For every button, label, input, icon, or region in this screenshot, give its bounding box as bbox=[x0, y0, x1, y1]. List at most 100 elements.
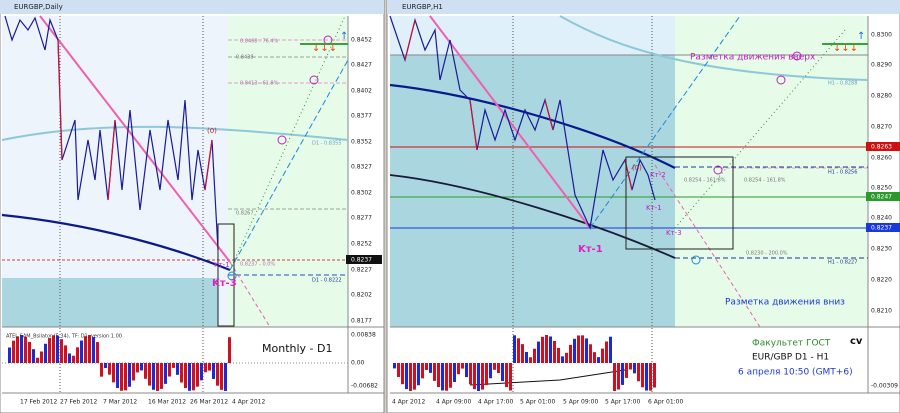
histogram-bar bbox=[485, 363, 488, 386]
histogram-bar bbox=[152, 363, 155, 390]
price-label: 0.8263 bbox=[871, 144, 892, 151]
histogram-bar bbox=[124, 363, 127, 391]
annotation: Monthly - D1 bbox=[262, 342, 332, 355]
date-label: 6 Apr 01:00 bbox=[648, 399, 683, 406]
price-label: 0.8290 bbox=[871, 62, 892, 69]
svg-text:↑: ↑ bbox=[857, 31, 865, 42]
histogram-bar bbox=[453, 363, 456, 382]
histogram-bar bbox=[413, 363, 416, 390]
histogram-bar bbox=[92, 337, 95, 363]
price-label: 0.8252 bbox=[351, 241, 372, 248]
histogram-bar bbox=[641, 363, 644, 388]
svg-text:↓↓↓: ↓↓↓ bbox=[833, 43, 858, 54]
histogram-bar bbox=[212, 363, 215, 379]
histogram-bar bbox=[96, 342, 99, 363]
annotation: (0) bbox=[632, 164, 642, 172]
price-label: 0.8300 bbox=[871, 32, 892, 39]
histogram-bar bbox=[48, 338, 51, 363]
histogram-bar bbox=[128, 363, 131, 387]
histogram-bar bbox=[513, 335, 516, 363]
price-label: 0.8210 bbox=[871, 308, 892, 315]
annotation: cv bbox=[850, 336, 863, 347]
price-label: 0.8377 bbox=[351, 113, 372, 120]
histogram-bar bbox=[196, 363, 199, 387]
histogram-bar bbox=[397, 363, 400, 377]
annotation: Kт-1 bbox=[578, 244, 603, 255]
price-label: 0.8327 bbox=[351, 164, 372, 171]
histogram-bar bbox=[405, 363, 408, 390]
histogram-bar bbox=[445, 363, 448, 391]
histogram-bar bbox=[481, 363, 484, 390]
price-label: 0.8250 bbox=[871, 185, 892, 192]
annotation: ATEL.SAM_Bsilator (5.34), TF: D1, versio… bbox=[6, 334, 122, 340]
histogram-bar bbox=[116, 363, 119, 388]
histogram-bar bbox=[72, 355, 75, 363]
date-label: 4 Apr 2012 bbox=[392, 399, 425, 406]
histogram-bar bbox=[649, 363, 652, 391]
histogram-bar bbox=[601, 348, 604, 363]
price-label: 0.8352 bbox=[351, 139, 372, 146]
histogram-bar bbox=[593, 352, 596, 363]
histogram-bar bbox=[581, 335, 584, 363]
histogram-bar bbox=[160, 363, 163, 389]
histogram-bar bbox=[621, 363, 624, 385]
price-label: 0.8237 bbox=[351, 257, 372, 264]
histogram-bar bbox=[176, 363, 179, 375]
svg-text:↓↓↓: ↓↓↓ bbox=[312, 43, 337, 54]
window-title: EURGBP,Daily bbox=[14, 3, 63, 11]
histogram-bar bbox=[505, 363, 508, 388]
window-title: EURGBP,H1 bbox=[402, 3, 443, 11]
histogram-bar bbox=[441, 363, 444, 391]
annotation: 0.8254 - 161.8% bbox=[684, 178, 726, 184]
histogram-bar bbox=[104, 363, 107, 369]
histogram-bar bbox=[541, 336, 544, 363]
histogram-bar bbox=[433, 363, 436, 381]
histogram-bar bbox=[545, 335, 548, 363]
date-label: 17 Feb 2012 bbox=[20, 399, 58, 406]
histogram-bar bbox=[100, 363, 103, 377]
histogram-bar bbox=[148, 363, 151, 386]
histogram-bar bbox=[16, 336, 19, 363]
histogram-bar bbox=[553, 340, 556, 363]
right-window: ↓↓↓ ↑ bbox=[386, 0, 900, 413]
annotation: Kт-2 bbox=[650, 171, 666, 179]
price-label: 0.8280 bbox=[871, 93, 892, 100]
price-label: 0.8177 bbox=[351, 318, 372, 325]
histogram-bar bbox=[200, 363, 203, 381]
histogram-bar bbox=[417, 363, 420, 386]
histogram-bar bbox=[12, 340, 15, 363]
annotation: 6 апреля 10:50 (GMT+6) bbox=[738, 368, 853, 378]
price-label: 0.8270 bbox=[871, 124, 892, 131]
annotation: 0.8468 - 76.4% bbox=[240, 39, 279, 45]
histogram-bar bbox=[80, 340, 83, 363]
date-label: 16 Mar 2012 bbox=[148, 399, 186, 406]
histogram-bar bbox=[44, 343, 47, 363]
annotation: EUR/GBP D1 - H1 bbox=[752, 353, 829, 363]
histogram-bar bbox=[208, 363, 211, 371]
indicator-label: -0.00682 bbox=[351, 383, 378, 390]
histogram-bar bbox=[437, 363, 440, 388]
annotation: H1 - 0.8288 bbox=[828, 81, 857, 87]
histogram-bar bbox=[401, 363, 404, 385]
histogram-bar bbox=[561, 356, 564, 363]
histogram-bar bbox=[108, 363, 111, 375]
histogram-bar bbox=[521, 344, 524, 363]
price-label: 0.8277 bbox=[351, 215, 372, 222]
annotation: H1 - 0.8227 bbox=[828, 260, 857, 266]
histogram-bar bbox=[132, 363, 135, 381]
histogram-bar bbox=[457, 363, 460, 375]
annotation: 0.8438 bbox=[236, 55, 254, 61]
histogram-bar bbox=[32, 349, 35, 363]
histogram-bar bbox=[557, 347, 560, 363]
histogram-bar bbox=[224, 363, 227, 391]
date-label: 4 Apr 09:00 bbox=[436, 399, 471, 406]
histogram-bar bbox=[216, 363, 219, 386]
histogram-bar bbox=[120, 363, 123, 391]
price-label: 0.8260 bbox=[871, 155, 892, 162]
histogram-bar bbox=[172, 363, 175, 368]
histogram-bar bbox=[60, 339, 63, 363]
histogram-bar bbox=[653, 363, 656, 388]
indicator-label: -0.00309 bbox=[871, 383, 898, 390]
annotation: 0.8267 bbox=[236, 211, 254, 217]
histogram-bar bbox=[409, 363, 412, 391]
